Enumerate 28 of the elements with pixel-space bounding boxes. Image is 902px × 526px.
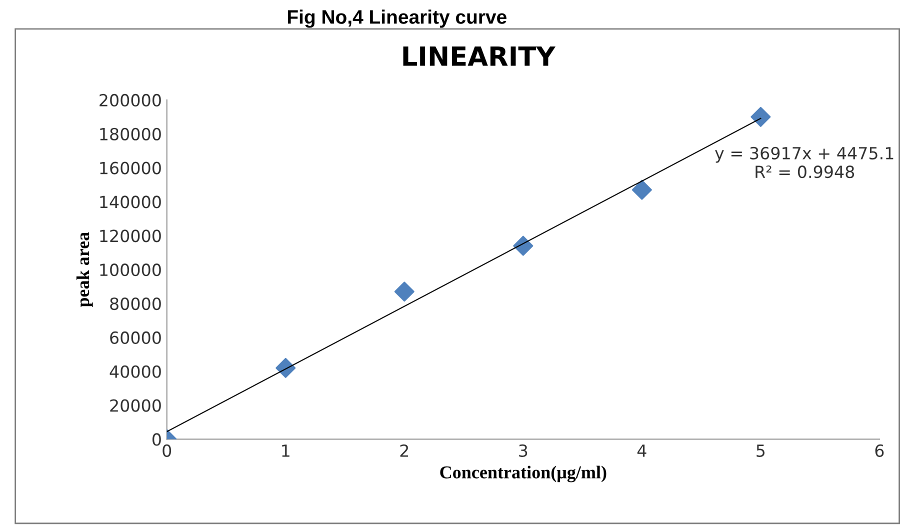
- y-tick-label: 140000: [100, 196, 161, 208]
- point: [276, 358, 296, 378]
- point: [632, 180, 652, 200]
- x-tick-label: 0: [162, 444, 172, 457]
- y-tick-label: 60000: [110, 331, 161, 344]
- x-tick-label: 1: [282, 444, 290, 457]
- y-tick-label: 180000: [100, 128, 161, 140]
- x-tick-label: 4: [637, 444, 646, 457]
- y-tick-label: 40000: [110, 365, 161, 378]
- y-tick-label: 160000: [100, 162, 161, 174]
- x-tick-label: 2: [400, 444, 408, 457]
- y-axis-title: peak area: [76, 232, 93, 308]
- y-tick-label: 80000: [110, 297, 161, 310]
- point: [394, 282, 414, 302]
- annotation: y = 36917x + 4475.1 R² = 0.9948: [715, 146, 894, 178]
- y-tick-label: 20000: [110, 399, 161, 412]
- y-tick-label: 100000: [100, 264, 161, 276]
- x-tick-label: 5: [756, 444, 765, 457]
- x-axis-title: Concentration(μg/ml): [440, 466, 606, 482]
- y-tick-label: 0: [152, 433, 161, 446]
- text: Fig No,4 Linearity curve: [288, 10, 506, 28]
- x-tick-label: 3: [519, 444, 528, 457]
- point: [750, 106, 771, 127]
- point: [513, 236, 534, 256]
- x-tick-label: 6: [875, 444, 884, 457]
- y-tick-label: 120000: [100, 230, 161, 242]
- y-tick-label: 200000: [100, 94, 161, 107]
- chart-title: LINEARITY: [403, 46, 556, 66]
